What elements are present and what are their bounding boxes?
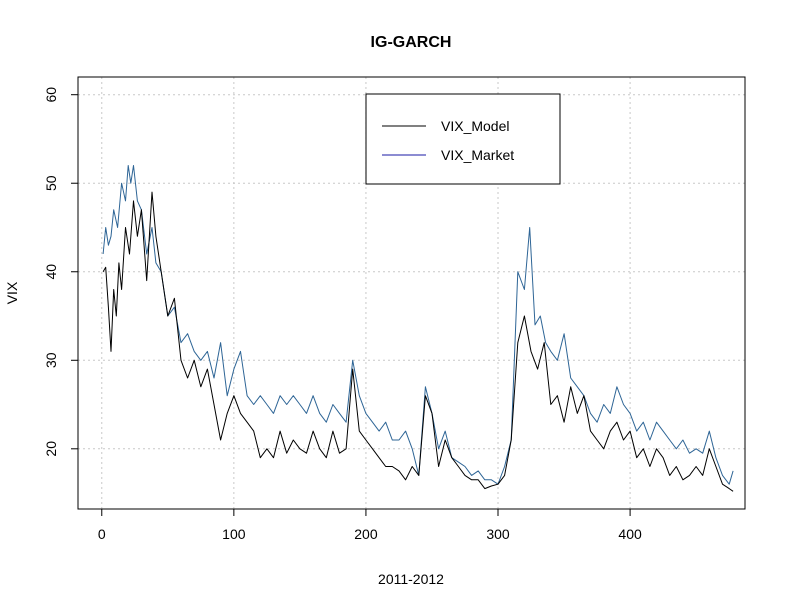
x-tick-label: 400: [618, 526, 642, 542]
y-axis: 20 30 40 50 60: [43, 87, 79, 457]
legend-label-vix-model: VIX_Model: [441, 118, 509, 134]
y-tick-label: 50: [43, 175, 59, 191]
y-tick-label: 40: [43, 264, 59, 280]
series-layer: [102, 165, 734, 492]
x-tick-label: 100: [222, 526, 246, 542]
y-tick-label: 30: [43, 352, 59, 368]
y-axis-label: VIX: [4, 281, 20, 304]
legend-label-vix-market: VIX_Market: [441, 147, 514, 163]
y-tick-label: 20: [43, 441, 59, 457]
y-tick-label: 60: [43, 87, 59, 103]
series-line-vix-model: [102, 191, 734, 492]
x-tick-label: 0: [98, 526, 106, 542]
x-axis: 0 100 200 300 400: [98, 508, 642, 542]
series-line-vix-market: [102, 165, 734, 485]
legend: VIX_Model VIX_Market: [365, 93, 561, 185]
x-tick-label: 200: [354, 526, 378, 542]
x-tick-label: 300: [486, 526, 510, 542]
legend-box: [365, 93, 561, 185]
x-axis-label: 2011-2012: [378, 571, 444, 587]
chart-title: IG-GARCH: [371, 34, 452, 51]
